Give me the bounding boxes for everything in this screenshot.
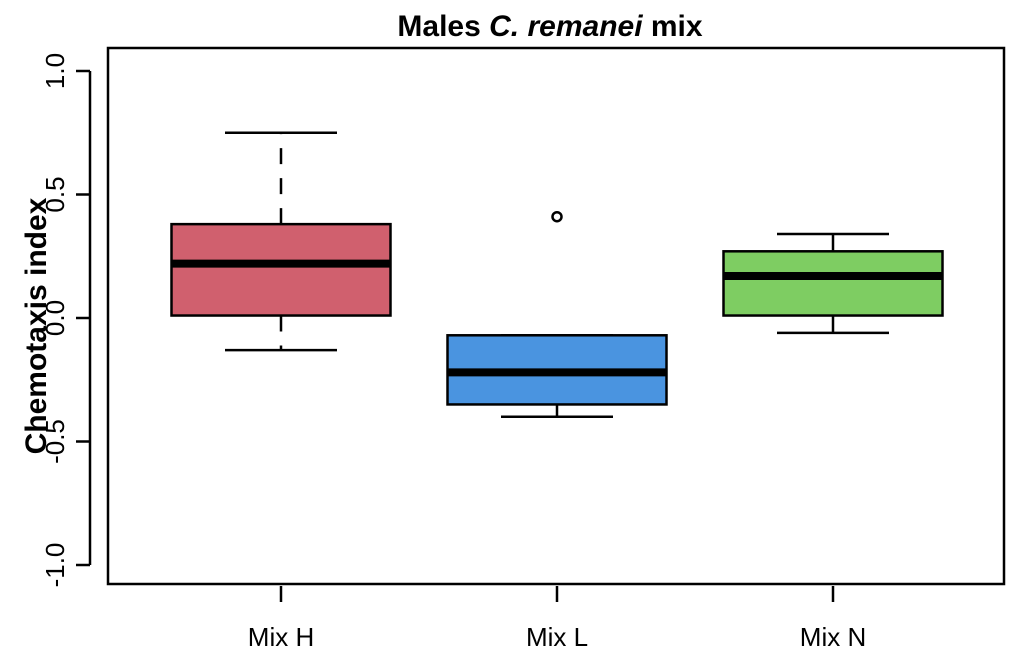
- x-tick-label: Mix L: [526, 622, 588, 652]
- y-axis: -1.0 -0.5 0.0 0.5 1.0: [40, 53, 92, 588]
- iqr-box: [722, 250, 944, 317]
- box-mix-n: [722, 232, 944, 335]
- outlier-point: [551, 210, 563, 223]
- plot-frame: [106, 46, 1006, 586]
- y-tick-label: -1.0: [40, 543, 70, 588]
- title-part-1: C. remanei: [489, 10, 643, 43]
- x-tick-label: Mix N: [800, 622, 866, 652]
- y-tick-label: 0.5: [40, 176, 70, 212]
- box-mix-l: [446, 210, 668, 419]
- boxes-group: [170, 131, 944, 419]
- title-part-2: mix: [643, 10, 703, 43]
- y-tick-label: 0.0: [40, 300, 70, 336]
- title-part-0: Males: [397, 10, 489, 43]
- y-tick-label: 1.0: [40, 53, 70, 89]
- y-axis-label: Chemotaxis index: [20, 197, 53, 454]
- y-tick-label: -0.5: [40, 419, 70, 464]
- x-tick-label: Mix H: [248, 622, 314, 652]
- x-axis: Mix H Mix L Mix N: [248, 586, 866, 652]
- chart-title: Males C. remanei mix: [397, 10, 702, 43]
- iqr-box: [170, 222, 392, 317]
- box-mix-h: [170, 131, 392, 352]
